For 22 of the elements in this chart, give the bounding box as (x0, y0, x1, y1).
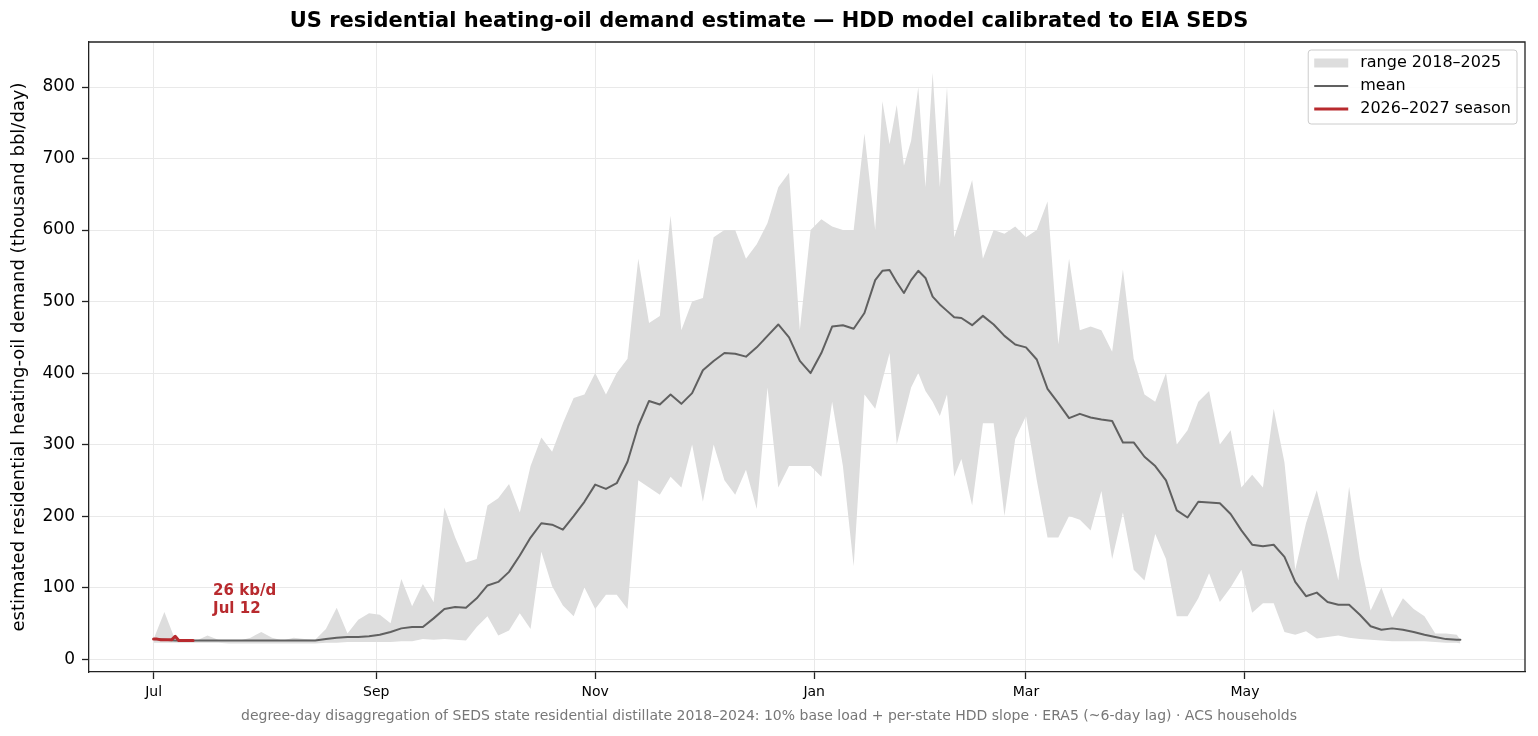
y-tick-label: 600 (42, 218, 75, 239)
annotation: 26 kb/d Jul 12 (212, 581, 277, 617)
y-tick-label: 300 (42, 433, 75, 454)
y-tick-label: 700 (42, 146, 75, 167)
y-tick-label: 200 (42, 504, 75, 525)
y-tick-label: 100 (42, 576, 75, 597)
y-tick-label: 0 (64, 647, 75, 668)
y-tick-label: 400 (42, 361, 75, 382)
y-axis-title: estimated residential heating-oil demand (thousand bbl/day) (7, 82, 29, 632)
y-tick-label: 500 (42, 290, 75, 310)
legend-label: mean (1360, 75, 1406, 95)
x-tick-label: Sep (363, 683, 390, 700)
legend-label: 2026–2027 season (1360, 98, 1512, 118)
x-tick-label: May (1230, 683, 1260, 700)
y-tick-label: 800 (42, 75, 75, 96)
chart-title: US residential heating-oil demand estimate — HDD model calibrated to EIA SEDS (289, 8, 1249, 33)
x-tick-label: Nov (581, 683, 609, 700)
text: degree-day disaggregation of SEDS state residential distillate 2018–2024: 10% base load + per-state HDD slope · ERA5 (~6-day lag) · ACS households (241, 706, 1297, 723)
x-tick-label: Jul (144, 683, 163, 700)
legend-label: range 2018–2025 (1360, 52, 1502, 72)
x-tick-label: Jan (802, 683, 825, 700)
x-tick-label: Mar (1012, 683, 1040, 700)
